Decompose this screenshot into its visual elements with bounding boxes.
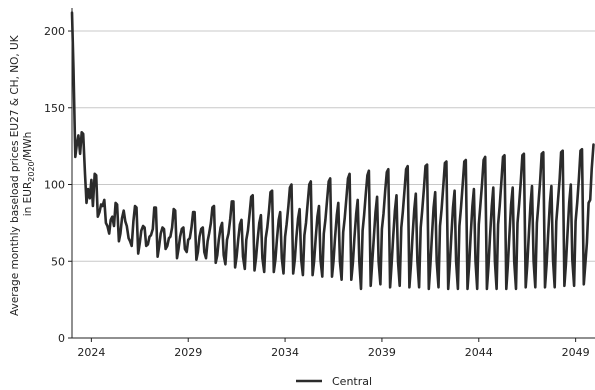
y-axis-label: Average monthly baseload prices EU27 & C… bbox=[9, 32, 36, 316]
y-tick-label-100: 100 bbox=[44, 179, 65, 192]
legend: Central bbox=[296, 375, 372, 388]
y-tick-label-200: 200 bbox=[44, 25, 65, 38]
axes bbox=[68, 8, 595, 342]
y-tick-labels: 0 50 100 150 200 bbox=[44, 25, 65, 345]
x-tick-label-2049: 2049 bbox=[562, 346, 590, 359]
y-axis-label-prefix: in EUR bbox=[22, 182, 34, 217]
x-tick-label-2034: 2034 bbox=[271, 346, 299, 359]
x-tick-label-2039: 2039 bbox=[368, 346, 396, 359]
y-axis-label-line2: in EUR2020/MWh bbox=[22, 132, 36, 217]
y-axis-label-subscript: 2020 bbox=[27, 161, 36, 181]
series-line-central bbox=[70, 11, 595, 291]
y-tick-label-150: 150 bbox=[44, 102, 65, 115]
series-layer bbox=[70, 11, 595, 291]
legend-label-central: Central bbox=[332, 375, 372, 388]
y-axis-label-line1: Average monthly baseload prices EU27 & C… bbox=[9, 34, 21, 316]
x-tick-labels: 2024 2029 2034 2039 2044 2049 bbox=[77, 346, 589, 359]
x-tick-label-2029: 2029 bbox=[174, 346, 202, 359]
x-tick-label-2044: 2044 bbox=[465, 346, 493, 359]
y-axis-label-suffix: /MWh bbox=[22, 132, 34, 162]
x-tick-label-2024: 2024 bbox=[77, 346, 105, 359]
y-tick-label-0: 0 bbox=[58, 332, 65, 345]
y-tick-label-50: 50 bbox=[51, 255, 65, 268]
